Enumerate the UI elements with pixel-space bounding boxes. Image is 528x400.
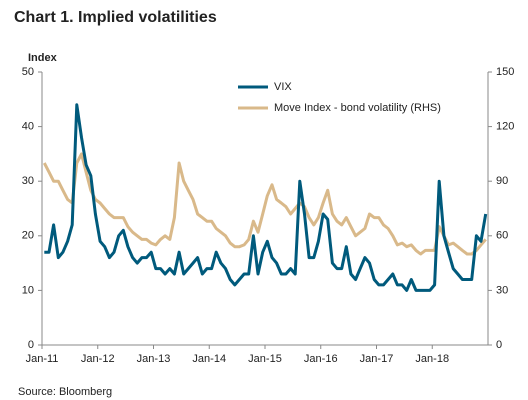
y-axis-label: Index: [28, 52, 58, 64]
x-tick-label: Jan-11: [26, 353, 59, 365]
x-tick-label: Jan-17: [360, 353, 394, 365]
y2-tick-label: 150: [496, 66, 514, 78]
x-tick-label: Jan-13: [137, 353, 171, 365]
x-tick-label: Jan-14: [192, 353, 226, 365]
series-line: [42, 152, 487, 256]
x-tick-label: Jan-15: [248, 353, 282, 365]
y2-tick-label: 30: [496, 284, 508, 296]
legend-label: VIX: [274, 81, 292, 93]
y-tick-label: 40: [22, 121, 34, 133]
y-tick-label: 30: [22, 175, 34, 187]
source: Source: Bloomberg: [18, 386, 112, 398]
y2-tick-label: 120: [496, 121, 514, 133]
y2-tick-label: 0: [496, 339, 502, 351]
series-line: [44, 103, 488, 292]
x-tick-label: Jan-12: [81, 353, 115, 365]
chart-title: Chart 1. Implied volatilities: [14, 9, 217, 26]
legend-label: Move Index - bond volatility (RHS): [274, 102, 441, 114]
y-tick-label: 10: [22, 284, 34, 296]
y-tick-label: 0: [28, 339, 34, 351]
y2-tick-label: 90: [496, 175, 508, 187]
x-tick-label: Jan-16: [304, 353, 338, 365]
y-tick-label: 20: [22, 230, 34, 242]
y2-tick-label: 60: [496, 230, 508, 242]
x-tick-label: Jan-18: [415, 353, 449, 365]
y-tick-label: 50: [22, 66, 34, 78]
